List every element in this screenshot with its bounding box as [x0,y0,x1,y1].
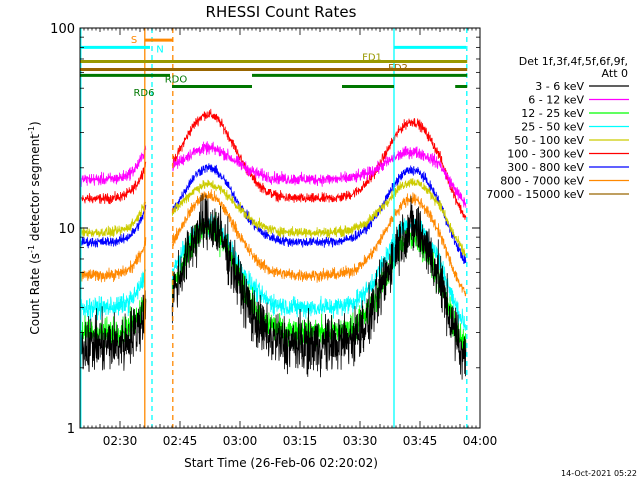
flag-label: N [156,44,163,55]
series-line [79,178,467,257]
legend-label: 800 - 7000 keV [500,175,584,188]
y-axis-label-part: -1 [27,126,36,134]
x-tick-label: 03:00 [223,434,258,448]
legend-label: 50 - 100 keV [514,134,584,147]
legend-label: 3 - 6 keV [535,80,584,93]
x-tick-label: 03:30 [343,434,378,448]
legend-label: 12 - 25 keV [521,107,584,120]
x-axis-label: Start Time (26-Feb-06 02:20:02) [184,456,378,470]
y-axis-label-part: -1 [27,245,36,253]
y-axis-label-part: detector segment [28,134,42,245]
series-line [79,163,467,265]
y-tick-label: 100 [50,22,75,37]
series-layer [79,108,467,380]
series-line [79,189,467,297]
x-tick-label: 03:45 [403,434,438,448]
flag-label: FD1 [362,53,382,64]
timestamp: 14-Oct-2021 05:22 [561,469,637,478]
x-tick-label: 03:15 [283,434,318,448]
series-line [79,141,467,208]
y-tick-label: 10 [58,222,75,237]
legend-label: 300 - 800 keV [507,161,584,174]
flag-label: RD6 [133,88,154,99]
series-line [79,213,467,331]
series-line [79,193,467,380]
axes: 02:30 02:45 03:00 03:15 03:30 03:45 04:00 1 10 10… [50,22,497,448]
flag-bars: S N FD1 FD2 RDO RD6 [80,35,468,99]
x-tick-label: 04:00 [463,434,498,448]
flag-label: S [131,35,137,46]
legend-label: 7000 - 15000 keV [486,188,584,201]
legend-header: Att 0 [602,67,628,80]
series-line [79,108,467,220]
legend-label: 25 - 50 keV [521,121,584,134]
legend-label: 100 - 300 keV [507,148,584,161]
x-tick-label: 02:30 [103,434,138,448]
y-axis-label-part: Count Rate (s [28,253,42,335]
legend-label: 6 - 12 keV [528,94,584,107]
y-axis-label: Count Rate (s-1 detector segment-1) [27,121,42,334]
time-marker-lines [80,28,468,428]
y-axis-label-part: ) [28,121,42,126]
flag-label: RDO [165,74,188,85]
x-tick-label: 02:45 [163,434,198,448]
legend-header: Det 1f,3f,4f,5f,6f,9f, [519,55,628,68]
chart-title: RHESSI Count Rates [206,3,357,21]
y-tick-label: 1 [67,422,75,437]
flag-label: FD2 [388,63,408,74]
